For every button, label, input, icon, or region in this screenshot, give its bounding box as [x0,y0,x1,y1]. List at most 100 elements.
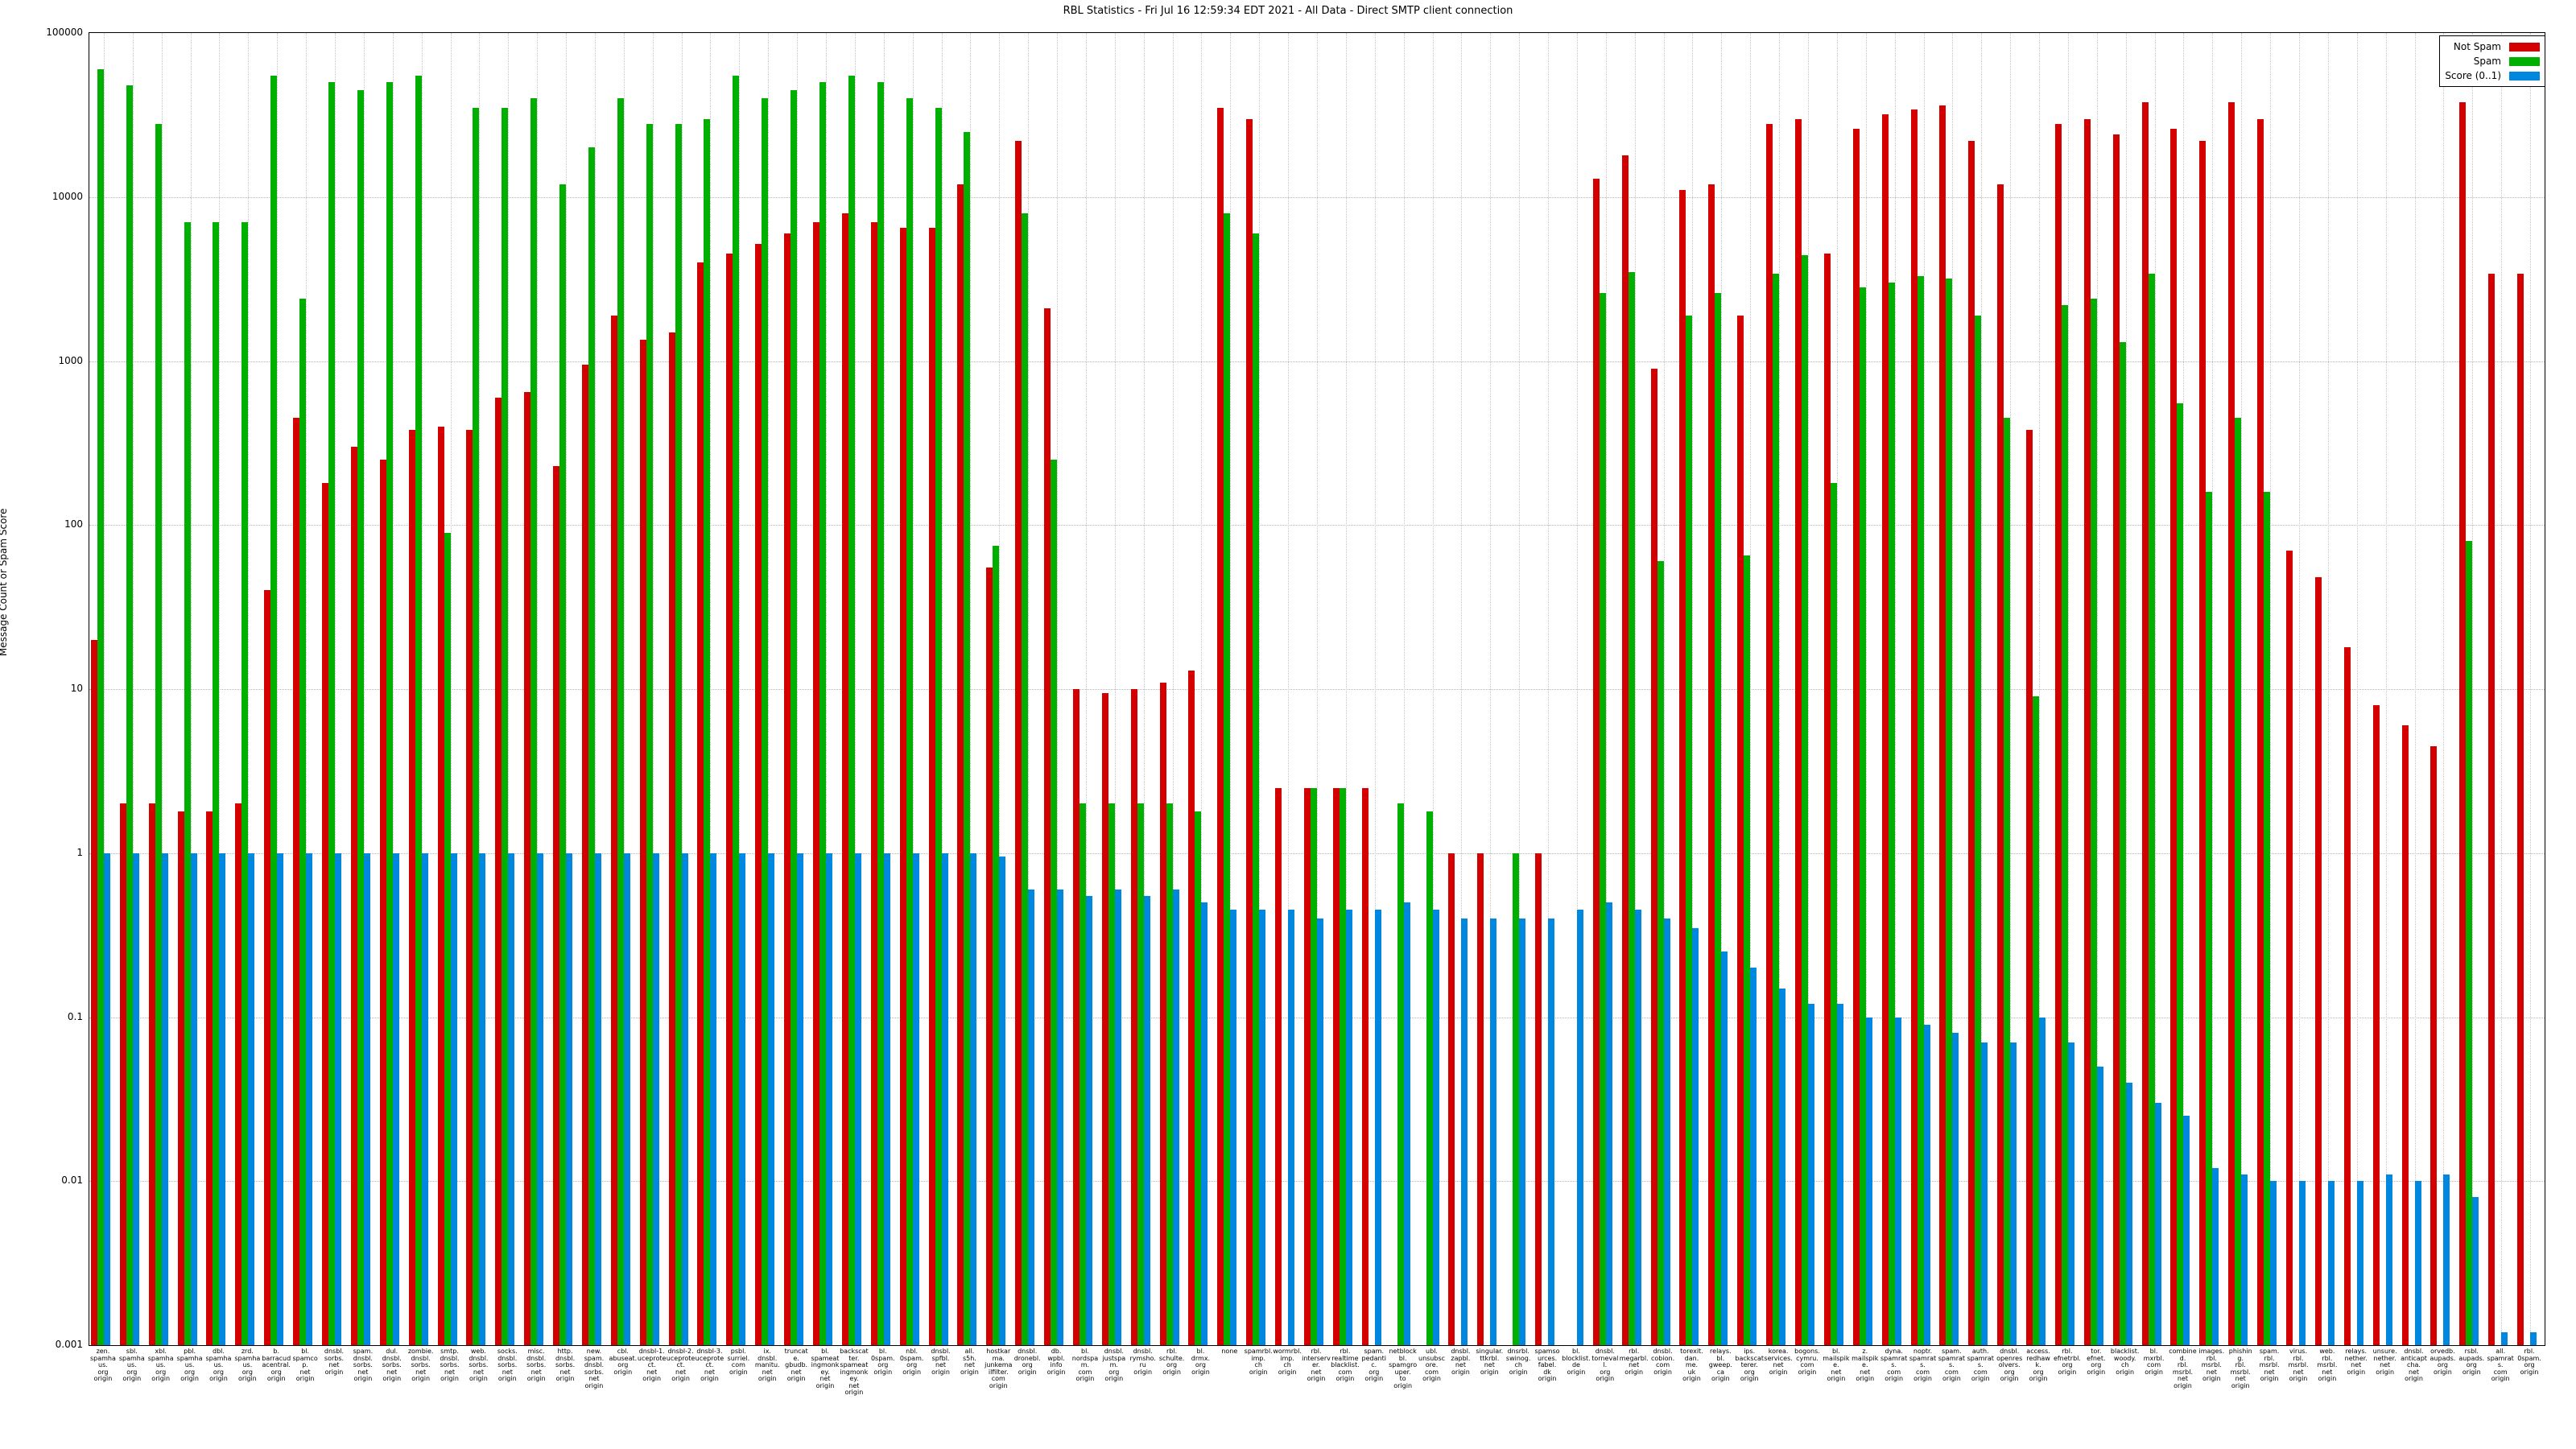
bar-score [219,852,225,1345]
gridline-vertical [1374,33,1376,1345]
gridline-vertical [1432,33,1434,1345]
bar-score [306,852,312,1345]
bar-score [826,852,832,1345]
bar-not-spam [2084,118,2091,1345]
gridline-vertical [768,33,770,1345]
bar-not-spam [1333,787,1340,1345]
y-axis-label: Message Count or Spam Score [0,508,9,657]
gridline-vertical [1085,33,1087,1345]
bar-not-spam [2113,134,2120,1345]
x-tick-label: backscatter. spameatingmonkey. net origi… [840,1348,869,1396]
bar-score [1115,889,1121,1345]
x-tick-label: dnsbl-1. uceprotect. net origin [637,1348,667,1382]
y-tick-label: 100 [64,518,83,530]
bar-spam [155,123,162,1345]
x-tick-label: bl. mxrbl. com origin [2143,1348,2165,1376]
bar-score [1433,910,1439,1345]
bar-spam [444,532,451,1345]
x-tick-label: bl. spameatingmonkey. net origin [811,1348,840,1389]
legend: Not Spam Spam Score (0..1) [2439,35,2545,87]
gridline-vertical [190,33,192,1345]
bar-not-spam [669,332,675,1345]
bar-spam [2004,418,2010,1345]
bar-score [739,852,745,1345]
gridline-vertical [1519,33,1521,1345]
bar-not-spam [2286,550,2293,1345]
x-tick-label: dnsbl. zapbl. net origin [1451,1348,1471,1376]
bar-not-spam [1939,105,1946,1345]
gridline-vertical [883,33,885,1345]
bar-spam [964,131,970,1345]
spam-color-swatch [2509,56,2540,66]
gridline-vertical [2299,33,2300,1345]
bar-spam [1889,283,1895,1345]
bar-score [2068,1042,2074,1345]
bar-score [1144,895,1150,1345]
bar-score [1086,895,1092,1345]
gridline-vertical [2327,33,2329,1345]
bar-score [2126,1082,2132,1345]
x-tick-label: blacklist. woody. ch origin [2110,1348,2140,1376]
legend-item-score: Score (0..1) [2445,68,2540,83]
bar-not-spam [2055,123,2062,1345]
bar-spam [1224,213,1230,1345]
gridline-vertical [537,33,539,1345]
x-tick-label: ix. dnsbl. manitu. net origin [754,1348,780,1382]
gridline-vertical [1345,33,1347,1345]
gridline-vertical [2096,33,2098,1345]
bar-score [2155,1103,2161,1345]
bar-spam [242,222,248,1345]
x-tick-label: http. dnsbl. sorbs. net origin [555,1348,576,1382]
bar-not-spam [2228,101,2235,1345]
gridline-vertical [1894,33,1896,1345]
x-tick-label: spamrbl. imp. ch origin [1244,1348,1273,1376]
bar-score [364,852,370,1345]
x-tick-label: truncate. gbudb. net origin [784,1348,808,1382]
x-tick-label: new. spam. dnsbl. sorbs. net origin [584,1348,605,1389]
bar-spam [1918,275,1924,1345]
x-tick-label: dnsbl. dronebl. org origin [1013,1348,1041,1376]
gridline-vertical [363,33,365,1345]
chart-title: RBL Statistics - Fri Jul 16 12:59:34 EDT… [1063,5,1513,17]
x-tick-label: spam. spamrats. com origin [1938,1348,1966,1382]
bar-score [768,852,774,1345]
gridline-vertical [681,33,683,1345]
bar-not-spam [1679,190,1686,1345]
bar-not-spam [2344,647,2351,1345]
x-tick-label: all. spamrats. com origin [2487,1348,2514,1382]
gridline-vertical [1605,33,1607,1345]
bar-spam [1802,255,1808,1345]
bar-not-spam [611,315,617,1345]
gridline-vertical [941,33,943,1345]
bar-spam [1686,315,1692,1345]
bar-not-spam [178,811,184,1345]
x-tick-label: relays. bl. gweep. ca origin [1708,1348,1732,1382]
bar-not-spam [1362,787,1368,1345]
bar-not-spam [1102,692,1108,1345]
bar-not-spam [1911,109,1918,1345]
bar-score [1201,902,1208,1345]
bar-score [1288,910,1294,1345]
gridline-vertical [710,33,712,1345]
gridline-vertical [1288,33,1290,1345]
x-tick-label: hostkarma. junkemailfilter. com origin [985,1348,1013,1389]
bar-spam [1311,787,1317,1345]
bar-not-spam [1275,787,1282,1345]
bar-score [1664,918,1670,1345]
bar-score [2270,1181,2277,1345]
bar-not-spam [2142,101,2149,1345]
x-tick-label: dyna. spamrats. com origin [1880,1348,1908,1382]
x-tick-label: virus. rbl. msrbl. net origin [2288,1348,2309,1382]
bar-score [2299,1181,2306,1345]
gridline-vertical [1865,33,1867,1345]
bar-not-spam [871,222,877,1345]
bar-spam [357,89,364,1345]
bar-score [1173,889,1179,1345]
gridline-vertical [1172,33,1174,1345]
bar-score [422,852,428,1345]
bar-not-spam [264,590,270,1345]
bar-spam [1253,233,1259,1345]
gridline-vertical [1808,33,1809,1345]
bar-score [2241,1174,2248,1345]
bar-not-spam [1997,184,2004,1345]
